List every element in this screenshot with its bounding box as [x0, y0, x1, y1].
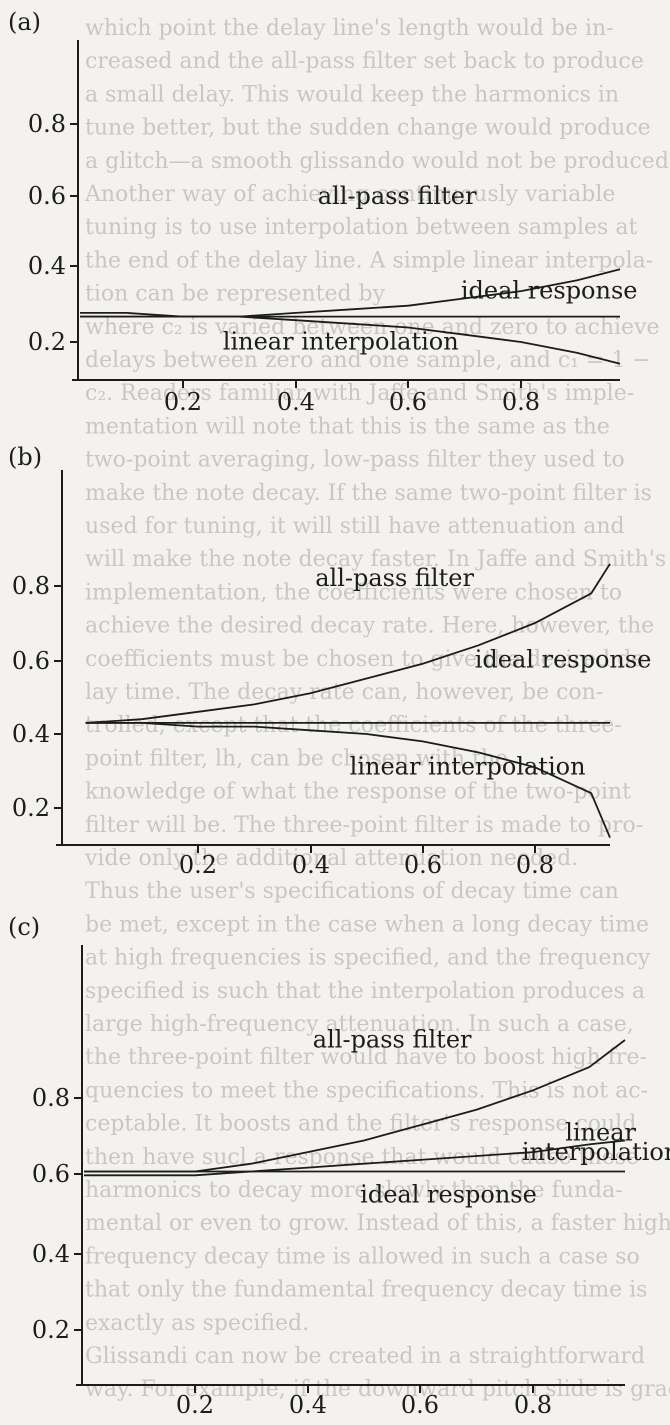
background-text-line: two-point averaging, low-pass filter the… [85, 448, 625, 473]
y-tick-label: 0.2 [28, 328, 66, 356]
background-text-line: c₂. Readers familiar with Jaffe and Smit… [85, 381, 634, 406]
series-line-linear-interpolation [85, 722, 611, 838]
background-text-line: used for tuning, it will still have atte… [85, 514, 625, 539]
background-text-line: where c₂ is varied between one and zero … [85, 315, 660, 340]
y-tick-label: 0.6 [12, 647, 50, 675]
series-annotation: linear interpolation [350, 753, 586, 781]
background-text-line: harmonics to decay more slowly than the … [85, 1178, 623, 1203]
series-annotation: all-pass filter [313, 1026, 472, 1054]
background-text-line: be met, except in the case when a long d… [85, 912, 649, 937]
x-tick-label: 0.2 [164, 388, 202, 416]
y-tick-label: 0.8 [32, 1084, 70, 1112]
chart-panel-c: (c) 0.2 0.4 0.6 0.8 0.2 0.4 0.6 0.8 all-pass filt… [8, 913, 670, 1419]
x-tick-label: 0.6 [404, 851, 442, 879]
background-text-line: vide only the additional attenuation nee… [84, 846, 578, 871]
y-tick-label: 0.2 [12, 794, 50, 822]
background-text-line: tune better, but the sudden change would… [85, 116, 651, 141]
x-tick-label: 0.8 [514, 1391, 552, 1419]
x-tick-label: 0.8 [516, 851, 554, 879]
background-text-line: exactly as specified. [85, 1311, 309, 1336]
background-text-line: specified is such that the interpolation… [85, 979, 645, 1004]
background-text-line: way. For example, if the downward pitch … [85, 1377, 670, 1402]
background-text-line: quencies to meet the specifications. Thi… [85, 1078, 648, 1103]
background-text-line: will make the note decay faster. In Jaff… [85, 547, 666, 572]
background-text-line: ceptable. It boosts and the filter's res… [85, 1112, 636, 1137]
background-text-line: make the note decay. If the same two-poi… [85, 481, 652, 506]
panel-label: (b) [8, 443, 42, 471]
y-tick-label: 0.6 [32, 1160, 70, 1188]
x-tick-label: 0.4 [292, 851, 330, 879]
chart-panels: (a) 0.2 0.4 0.6 0.8 0.2 0.4 0.6 0.8 all-pass filt… [8, 8, 670, 1419]
x-tick-label: 0.4 [289, 1391, 327, 1419]
background-text-line: Glissandi can now be created in a straig… [85, 1344, 645, 1369]
series-line-linear-interpolation [84, 1139, 626, 1177]
background-text-line: filter will be. The three-point filter i… [85, 813, 643, 838]
series-line-linear-interpolation [80, 315, 621, 365]
panel-label: (c) [8, 913, 40, 941]
background-text-line: the end of the delay line. A simple line… [85, 248, 653, 273]
series-annotation: linear [565, 1119, 636, 1147]
x-tick-label: 0.2 [179, 851, 217, 879]
background-text-line: mental or even to grow. Instead of this,… [85, 1211, 670, 1236]
background-text-line: then have sucl a response that would cau… [85, 1145, 639, 1170]
background-text-line: Another way of achieving continuously va… [84, 182, 615, 207]
background-text-line: implementation, the coefficients were ch… [85, 580, 622, 605]
background-text-line: coefficients must be chosen to give the … [85, 647, 652, 672]
chart-panel-a: (a) 0.2 0.4 0.6 0.8 0.2 0.4 0.6 0.8 all-pass filt… [8, 8, 637, 416]
x-tick-label: 0.2 [176, 1391, 214, 1419]
background-text-line: that only the fundamental frequency deca… [85, 1278, 647, 1303]
background-text-line: delays between zero and one sample, and … [85, 348, 651, 373]
background-text-line: the three-point filter would have to boo… [85, 1045, 647, 1070]
x-tick-label: 0.8 [502, 388, 540, 416]
series-annotation: interpolation [522, 1138, 670, 1166]
background-text-line: Thus the user's specifications of decay … [85, 879, 619, 904]
background-text-line: mentation will note that this is the sam… [85, 414, 610, 439]
series-line-all-pass-filter [80, 268, 621, 318]
background-text: which point the delay line's length woul… [84, 16, 670, 1402]
background-text-line: tuning is to use interpolation between s… [85, 215, 637, 240]
y-tick-label: 0.4 [32, 1240, 70, 1268]
series-annotation: ideal response [475, 645, 652, 673]
background-text-line: tion can be represented by [85, 282, 386, 307]
background-text-line: a small delay. This would keep the harmo… [85, 82, 619, 107]
series-annotation: ideal response [360, 1180, 537, 1208]
series-annotation: all-pass filter [318, 182, 477, 210]
background-text-line: large high-frequency attenuation. In suc… [85, 1012, 634, 1037]
x-tick-label: 0.4 [277, 388, 315, 416]
y-tick-label: 0.2 [32, 1316, 70, 1344]
x-tick-label: 0.6 [401, 1391, 439, 1419]
series-line-all-pass-filter [85, 563, 611, 724]
chart-panel-b: (b) 0.2 0.4 0.6 0.8 0.2 0.4 0.6 0.8 all-pass filt… [8, 443, 651, 879]
series-annotation: ideal response [461, 276, 638, 304]
background-text-line: frequency decay time is allowed in such … [85, 1244, 640, 1269]
panel-label: (a) [8, 8, 41, 36]
background-text-line: knowledge of what the response of the tw… [85, 780, 631, 805]
y-tick-label: 0.8 [12, 572, 50, 600]
background-text-line: creased and the all-pass filter set back… [85, 49, 644, 74]
background-text-line: achieve the desired decay rate. Here, ho… [85, 614, 654, 639]
series-annotation: linear interpolation [223, 327, 459, 355]
background-text-line: which point the delay line's length woul… [85, 16, 614, 41]
y-tick-label: 0.6 [28, 182, 66, 210]
background-text-line: a glitch—a smooth glissando would not be… [85, 149, 670, 174]
y-tick-label: 0.8 [28, 110, 66, 138]
background-text-line: at high frequencies is specified, and th… [85, 946, 651, 971]
y-tick-label: 0.4 [28, 252, 66, 280]
x-tick-label: 0.6 [389, 388, 427, 416]
series-annotation: all-pass filter [315, 564, 474, 592]
background-text-line: point filter, lh, can be chosen with the [85, 746, 508, 771]
y-tick-label: 0.4 [12, 720, 50, 748]
